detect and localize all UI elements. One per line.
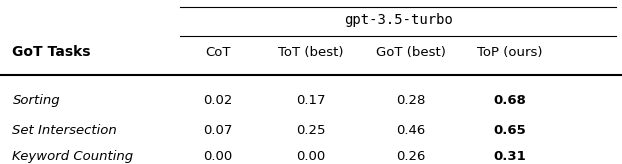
Text: 0.25: 0.25 — [296, 123, 326, 137]
Text: 0.00: 0.00 — [296, 150, 326, 163]
Text: ToP (ours): ToP (ours) — [477, 46, 543, 59]
Text: Sorting: Sorting — [12, 94, 60, 107]
Text: Keyword Counting: Keyword Counting — [12, 150, 134, 163]
Text: 0.02: 0.02 — [203, 94, 233, 107]
Text: 0.68: 0.68 — [494, 94, 526, 107]
Text: 0.17: 0.17 — [296, 94, 326, 107]
Text: 0.00: 0.00 — [203, 150, 233, 163]
Text: gpt-3.5-turbo: gpt-3.5-turbo — [343, 12, 453, 27]
Text: 0.26: 0.26 — [396, 150, 425, 163]
Text: 0.28: 0.28 — [396, 94, 425, 107]
Text: GoT Tasks: GoT Tasks — [12, 45, 91, 59]
Text: GoT (best): GoT (best) — [376, 46, 445, 59]
Text: CoT: CoT — [205, 46, 230, 59]
Text: ToT (best): ToT (best) — [278, 46, 344, 59]
Text: 0.46: 0.46 — [396, 123, 425, 137]
Text: 0.65: 0.65 — [494, 123, 526, 137]
Text: 0.07: 0.07 — [203, 123, 233, 137]
Text: 0.31: 0.31 — [494, 150, 526, 163]
Text: Set Intersection: Set Intersection — [12, 123, 117, 137]
